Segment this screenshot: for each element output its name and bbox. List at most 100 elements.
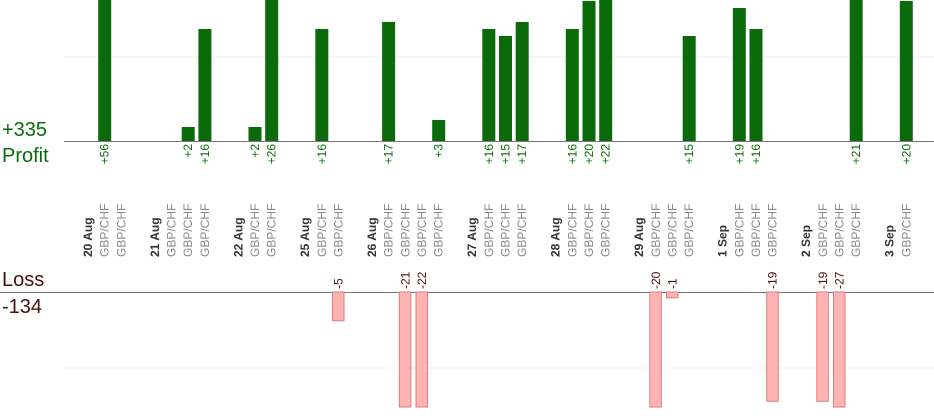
date-label: 29 Aug xyxy=(632,217,646,257)
profit-bar xyxy=(181,127,195,141)
profit-value-label: +20 xyxy=(582,144,596,165)
loss-value-label: -19 xyxy=(766,271,780,289)
profit-bar xyxy=(499,36,512,141)
loss-value-label: -22 xyxy=(415,271,429,289)
profit-bar xyxy=(382,22,396,141)
profit-bar xyxy=(582,1,596,141)
profit-value-label: +26 xyxy=(265,144,279,165)
profit-value-label: +17 xyxy=(382,144,396,165)
date-label: 21 Aug xyxy=(148,217,162,257)
loss-bar xyxy=(649,291,662,408)
profit-total: +335 xyxy=(2,119,48,141)
pair-label: GBP/CHF xyxy=(565,204,579,257)
pair-label: GBP/CHF xyxy=(582,204,596,257)
pair-label: GBP/CHF xyxy=(816,204,830,257)
pair-label: GBP/CHF xyxy=(666,204,680,257)
date-label: 27 Aug xyxy=(465,217,479,257)
loss-bar xyxy=(666,291,679,299)
profit-bar xyxy=(599,0,613,141)
pair-label: GBP/CHF xyxy=(482,204,496,257)
profit-value-label: +16 xyxy=(565,144,579,165)
profit-label: Profit xyxy=(2,145,49,167)
pair-label: GBP/CHF xyxy=(198,204,212,257)
profit-bar xyxy=(899,1,913,141)
pair-label: GBP/CHF xyxy=(499,204,513,257)
profit-value-label: +21 xyxy=(849,144,863,165)
grid-layer xyxy=(0,56,934,369)
date-label: 3 Sep xyxy=(883,225,897,257)
pair-label: GBP/CHF xyxy=(98,204,112,257)
profit-bar xyxy=(432,120,446,141)
profit-bar xyxy=(515,22,529,141)
date-label: 28 Aug xyxy=(549,217,563,257)
profit-bar xyxy=(849,0,863,141)
date-label: 1 Sep xyxy=(716,225,730,257)
profit-bar xyxy=(98,0,112,141)
profit-value-label: +2 xyxy=(181,144,195,158)
loss-value-label: -19 xyxy=(816,271,830,289)
date-label: 2 Sep xyxy=(799,225,813,257)
pair-label: GBP/CHF xyxy=(682,204,696,257)
date-label: 25 Aug xyxy=(298,217,312,257)
pair-label: GBP/CHF xyxy=(382,204,396,257)
profit-value-label: +16 xyxy=(749,144,763,165)
loss-value-label: -1 xyxy=(666,278,680,289)
pair-label: GBP/CHF xyxy=(315,204,329,257)
profit-value-label: +15 xyxy=(499,144,513,165)
loss-bar xyxy=(833,291,846,408)
loss-bar xyxy=(415,291,428,408)
loss-total: -134 xyxy=(2,296,43,318)
profit-bars xyxy=(98,0,913,141)
loss-bars xyxy=(332,291,846,408)
pair-label: GBP/CHF xyxy=(432,204,446,257)
profit-bar xyxy=(732,8,746,141)
loss-value-label: -5 xyxy=(332,278,346,289)
profit-bar xyxy=(682,36,696,141)
profit-value-label: +22 xyxy=(599,144,613,165)
pair-label: GBP/CHF xyxy=(899,204,913,257)
pair-label: GBP/CHF xyxy=(181,204,195,257)
loss-value-label: -21 xyxy=(398,271,412,289)
profit-value-label: +20 xyxy=(899,144,913,165)
profit-bar xyxy=(198,29,212,141)
date-label: 20 Aug xyxy=(81,217,95,257)
profit-bar xyxy=(482,29,496,141)
profit-value-label: +2 xyxy=(248,144,262,158)
pair-label: GBP/CHF xyxy=(114,204,128,257)
profit-bar xyxy=(265,0,279,141)
pair-label: GBP/CHF xyxy=(332,204,346,257)
pair-label: GBP/CHF xyxy=(265,204,279,257)
date-label: 22 Aug xyxy=(231,217,245,257)
profit-bar xyxy=(749,29,763,141)
loss-bar xyxy=(332,291,345,322)
profit-value-label: +17 xyxy=(515,144,529,165)
profit-bar xyxy=(565,29,579,141)
profit-value-label: +16 xyxy=(315,144,329,165)
pair-label: GBP/CHF xyxy=(165,204,179,257)
profit-value-label: +16 xyxy=(198,144,212,165)
pair-label: GBP/CHF xyxy=(415,204,429,257)
pair-label: GBP/CHF xyxy=(515,204,529,257)
pair-label: GBP/CHF xyxy=(599,204,613,257)
pair-label: GBP/CHF xyxy=(398,204,412,257)
pair-label: GBP/CHF xyxy=(849,204,863,257)
pair-label: GBP/CHF xyxy=(649,204,663,257)
profit-value-label: +56 xyxy=(98,144,112,165)
profit-bar xyxy=(315,29,329,141)
date-label: 26 Aug xyxy=(365,217,379,257)
profit-value-label: +3 xyxy=(432,144,446,158)
profit-value-label: +19 xyxy=(732,144,746,165)
pair-label: GBP/CHF xyxy=(766,204,780,257)
pair-label: GBP/CHF xyxy=(248,204,262,257)
loss-bar xyxy=(766,291,779,402)
profit-value-label: +15 xyxy=(682,144,696,165)
pair-label: GBP/CHF xyxy=(749,204,763,257)
profit-value-label: +16 xyxy=(482,144,496,165)
loss-value-label: -27 xyxy=(833,271,847,289)
loss-value-label: -20 xyxy=(649,271,663,289)
pair-label: GBP/CHF xyxy=(833,204,847,257)
loss-label: Loss xyxy=(2,269,45,291)
loss-bar xyxy=(398,291,412,408)
